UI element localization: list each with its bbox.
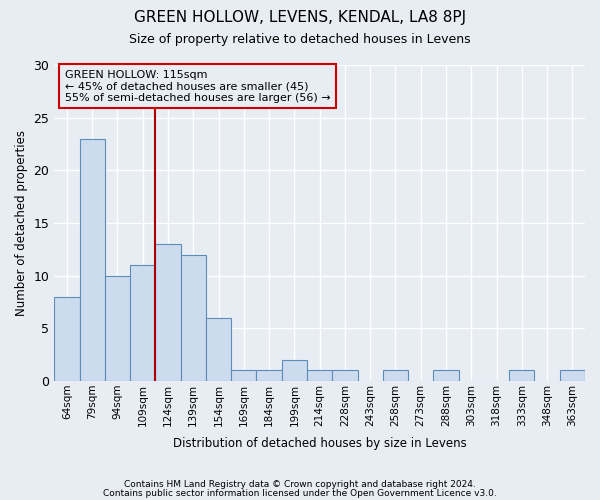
Bar [54, 296, 80, 381]
Text: Contains HM Land Registry data © Crown copyright and database right 2024.: Contains HM Land Registry data © Crown c… [124, 480, 476, 489]
Bar [256, 370, 282, 381]
Bar [206, 318, 231, 381]
Bar [181, 254, 206, 381]
Text: GREEN HOLLOW, LEVENS, KENDAL, LA8 8PJ: GREEN HOLLOW, LEVENS, KENDAL, LA8 8PJ [134, 10, 466, 25]
Bar [231, 370, 256, 381]
X-axis label: Distribution of detached houses by size in Levens: Distribution of detached houses by size … [173, 437, 467, 450]
Bar [307, 370, 332, 381]
Text: Size of property relative to detached houses in Levens: Size of property relative to detached ho… [129, 32, 471, 46]
Bar [332, 370, 358, 381]
Bar [509, 370, 535, 381]
Text: Contains public sector information licensed under the Open Government Licence v3: Contains public sector information licen… [103, 489, 497, 498]
Bar [282, 360, 307, 381]
Text: GREEN HOLLOW: 115sqm
← 45% of detached houses are smaller (45)
55% of semi-detac: GREEN HOLLOW: 115sqm ← 45% of detached h… [65, 70, 331, 103]
Bar [155, 244, 181, 381]
Y-axis label: Number of detached properties: Number of detached properties [15, 130, 28, 316]
Bar [105, 276, 130, 381]
Bar [560, 370, 585, 381]
Bar [80, 138, 105, 381]
Bar [433, 370, 458, 381]
Bar [383, 370, 408, 381]
Bar [130, 265, 155, 381]
